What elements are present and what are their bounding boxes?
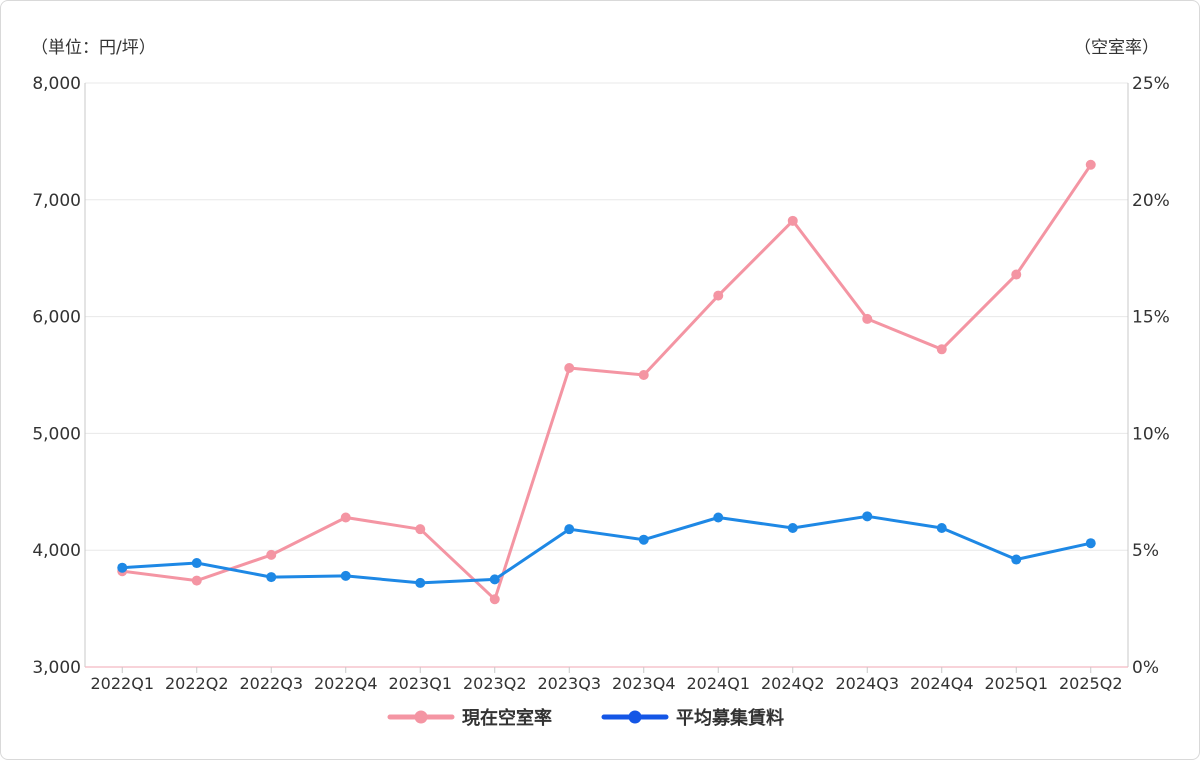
x-tick-label: 2024Q4	[910, 674, 974, 693]
data-point	[489, 594, 500, 605]
series-layer	[117, 159, 1096, 605]
data-point	[564, 524, 575, 535]
series-vacancy-rate	[117, 159, 1096, 605]
data-point	[713, 290, 724, 301]
x-axis-ticks: 2022Q1 2022Q2 2022Q3 2022Q4 2023Q1 2023Q2 2023…	[91, 674, 1123, 693]
left-tick-label: 5,000	[32, 424, 81, 444]
right-axis-unit-label: （空室率）	[1074, 38, 1159, 58]
legend-item: 現在空室率	[387, 707, 552, 729]
data-point	[936, 523, 947, 534]
left-axis-ticks: 3,000 4,000 5,000 6,000 7,000 8,000	[32, 74, 81, 678]
data-point	[638, 370, 649, 380]
legend: 現在空室率 平均募集賃料	[387, 707, 784, 729]
x-tick-label: 2024Q2	[761, 674, 825, 693]
data-point	[1085, 159, 1096, 170]
data-point	[489, 574, 500, 585]
right-tick-label: 5%	[1132, 541, 1159, 561]
x-tick-label: 2023Q3	[538, 674, 602, 693]
series-average-rent	[117, 511, 1096, 588]
left-tick-label: 8,000	[32, 74, 81, 94]
grid-lines	[85, 82, 1128, 551]
data-point	[117, 562, 128, 573]
data-point	[415, 524, 426, 535]
right-tick-label: 20%	[1132, 191, 1170, 211]
data-point	[191, 575, 202, 586]
right-tick-label: 0%	[1132, 658, 1159, 678]
legend-swatch-marker	[628, 710, 642, 724]
data-point	[638, 534, 649, 545]
right-tick-label: 15%	[1132, 308, 1170, 328]
x-tick-label: 2024Q1	[687, 674, 751, 693]
x-tick-label: 2023Q2	[463, 674, 527, 693]
x-tick-label: 2022Q3	[240, 674, 304, 693]
right-tick-label: 25%	[1132, 74, 1170, 94]
x-tick-label: 2025Q1	[985, 674, 1049, 693]
legend-item: 平均募集賃料	[601, 707, 784, 729]
right-tick-label: 10%	[1132, 424, 1170, 444]
data-point	[713, 512, 724, 523]
left-tick-label: 7,000	[32, 191, 81, 211]
data-point	[191, 558, 202, 569]
x-tick-label: 2022Q1	[91, 674, 155, 693]
data-point	[787, 523, 798, 534]
series-line	[122, 163, 1093, 601]
data-point	[415, 577, 426, 588]
data-point	[862, 313, 873, 324]
left-tick-label: 3,000	[32, 658, 81, 678]
x-tick-label: 2022Q4	[314, 674, 378, 693]
data-point	[564, 362, 575, 373]
data-point	[266, 549, 277, 560]
data-point	[1085, 538, 1096, 549]
series-line	[122, 514, 1092, 585]
legend-label: 現在空室率	[462, 707, 552, 729]
left-tick-label: 6,000	[32, 308, 81, 328]
data-point	[340, 570, 351, 581]
legend-label: 平均募集賃料	[676, 707, 784, 729]
data-point	[266, 572, 277, 583]
data-point	[862, 511, 873, 522]
data-point	[787, 215, 798, 226]
data-point	[1011, 554, 1022, 565]
legend-swatch-marker	[414, 710, 428, 724]
x-tick-label: 2025Q2	[1059, 674, 1123, 693]
data-point	[936, 344, 947, 355]
x-tick-label: 2023Q1	[389, 674, 453, 693]
data-point	[340, 512, 351, 523]
x-tick-label: 2022Q2	[165, 674, 229, 693]
left-tick-label: 4,000	[32, 541, 81, 561]
x-tick-label: 2023Q4	[612, 674, 676, 693]
left-axis-unit-label: （単位：円/坪）	[31, 38, 156, 58]
data-point	[1011, 269, 1022, 280]
axes	[84, 83, 1129, 673]
x-tick-label: 2024Q3	[836, 674, 900, 693]
right-axis-ticks: 0% 5% 10% 15% 20% 25%	[1132, 74, 1170, 678]
